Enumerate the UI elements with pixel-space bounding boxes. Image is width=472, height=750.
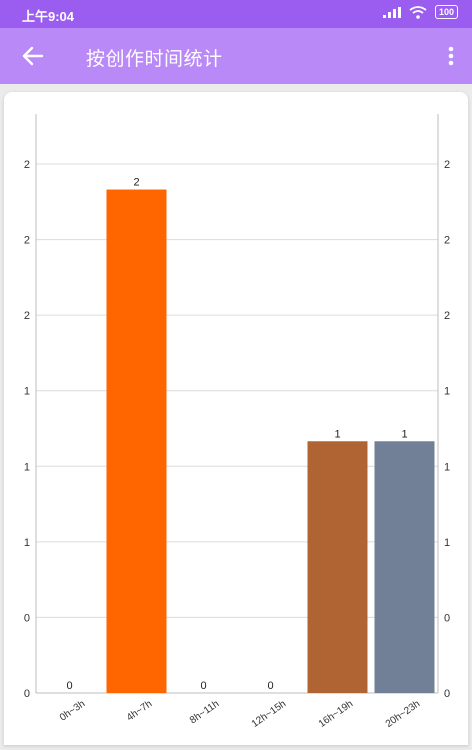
y-tick-label-right: 2 xyxy=(444,235,450,247)
app-bar: 按创作时间统计 xyxy=(0,28,472,84)
chart-card: 0 0 1 1 1 2 2 2 0 0 1 1 1 2 2 2 0 0h~3h 2 4h~7h 0 8h~11h 0 12h~… xyxy=(4,92,468,745)
y-tick-label-left: 2 xyxy=(24,310,30,322)
data-label: 1 xyxy=(334,428,340,440)
page-title: 按创作时间统计 xyxy=(86,49,223,70)
data-label: 0 xyxy=(200,680,206,692)
bar-chart: 0 0 1 1 1 2 2 2 0 0 1 1 1 2 2 2 0 0h~3h 2 4h~7h 0 8h~11h 0 12h~… xyxy=(24,114,450,730)
x-tick-label: 12h~15h xyxy=(250,698,288,730)
arrow-left-icon[interactable] xyxy=(12,40,52,72)
y-tick-label-left: 2 xyxy=(24,235,30,247)
data-label: 1 xyxy=(401,428,407,440)
x-tick-label: 4h~7h xyxy=(125,698,154,723)
y-tick-label-right: 2 xyxy=(444,310,450,322)
y-tick-label-left: 2 xyxy=(24,159,30,171)
data-label: 2 xyxy=(133,177,139,189)
bar xyxy=(307,441,368,693)
bar xyxy=(106,189,167,693)
status-time: 上午9:04 xyxy=(22,9,75,24)
status-icons: 100 xyxy=(382,5,458,19)
battery-icon: 100 xyxy=(434,5,458,19)
y-tick-label-right: 1 xyxy=(444,537,450,549)
data-label: 0 xyxy=(267,680,273,692)
more-vertical-icon[interactable] xyxy=(442,40,460,72)
x-tick-label: 0h~3h xyxy=(58,698,87,723)
y-tick-label-right: 1 xyxy=(444,461,450,473)
status-bar: 上午9:04 100 xyxy=(0,0,472,28)
y-tick-label-left: 0 xyxy=(24,688,30,700)
x-tick-label: 8h~11h xyxy=(188,698,221,726)
x-tick-label: 20h~23h xyxy=(384,698,422,730)
data-label: 0 xyxy=(66,680,72,692)
y-tick-label-right: 0 xyxy=(444,688,450,700)
y-tick-label-left: 1 xyxy=(24,386,30,398)
y-tick-label-left: 0 xyxy=(24,612,30,624)
y-tick-label-right: 2 xyxy=(444,159,450,171)
x-tick-label: 16h~19h xyxy=(317,698,355,730)
signal-icon xyxy=(382,6,401,18)
y-tick-label-left: 1 xyxy=(24,537,30,549)
y-tick-label-left: 1 xyxy=(24,461,30,473)
wifi-icon xyxy=(409,5,427,19)
y-tick-label-right: 1 xyxy=(444,386,450,398)
bar xyxy=(374,441,435,693)
y-tick-label-right: 0 xyxy=(444,612,450,624)
